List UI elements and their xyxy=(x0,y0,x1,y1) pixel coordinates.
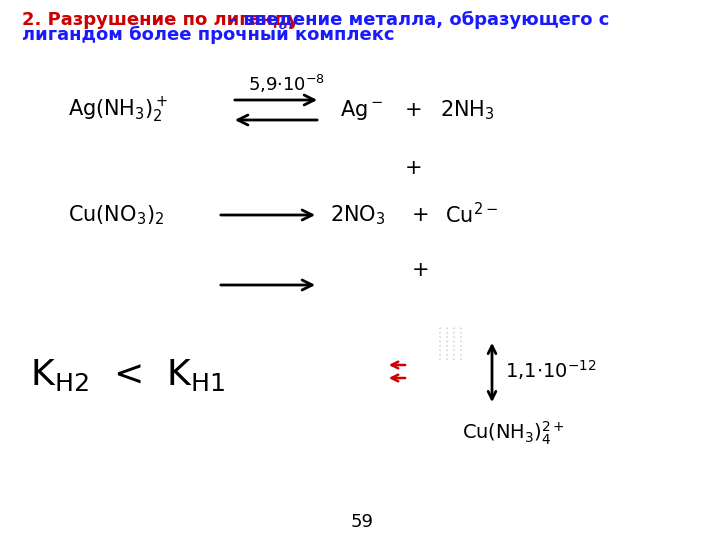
Text: $1{,}1{\cdot}10^{-12}$: $1{,}1{\cdot}10^{-12}$ xyxy=(505,358,597,382)
Text: $+$: $+$ xyxy=(405,158,422,178)
Text: – введение металла, образующего с: – введение металла, образующего с xyxy=(228,11,609,29)
Text: Ag(NH$_3$)$_2^+$: Ag(NH$_3$)$_2^+$ xyxy=(68,96,168,125)
Text: Cu(NH$_3$)$_4^{2+}$: Cu(NH$_3$)$_4^{2+}$ xyxy=(462,419,564,447)
Text: $+$: $+$ xyxy=(411,260,428,280)
Text: 2NH$_3$: 2NH$_3$ xyxy=(440,98,494,122)
Text: $+$: $+$ xyxy=(411,205,428,225)
Text: K$_{\mathregular{H2}}$  <  K$_{\mathregular{H1}}$: K$_{\mathregular{H2}}$ < K$_{\mathregula… xyxy=(30,357,225,393)
Text: 2. Разрушение по лиганду: 2. Разрушение по лиганду xyxy=(22,11,300,29)
Text: 2NO$_3$: 2NO$_3$ xyxy=(330,203,385,227)
Text: $+$: $+$ xyxy=(405,100,422,120)
Text: лигандом более прочный комплекс: лигандом более прочный комплекс xyxy=(22,26,395,44)
Text: 59: 59 xyxy=(351,513,374,531)
Text: $5{,}9{\cdot}10^{-8}$: $5{,}9{\cdot}10^{-8}$ xyxy=(248,73,325,95)
Text: Ag$^-$: Ag$^-$ xyxy=(340,98,383,122)
Text: Cu(NO$_3$)$_2$: Cu(NO$_3$)$_2$ xyxy=(68,203,164,227)
Text: Cu$^{2-}$: Cu$^{2-}$ xyxy=(445,202,498,227)
